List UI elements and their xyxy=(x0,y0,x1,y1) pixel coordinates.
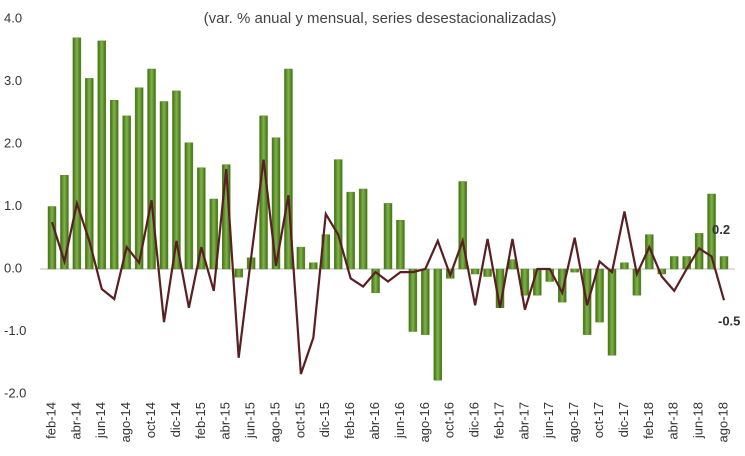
bar xyxy=(209,198,219,270)
x-tick-label: feb-16 xyxy=(342,402,357,439)
x-tick-label: feb-14 xyxy=(43,402,58,439)
bar xyxy=(159,101,169,270)
bar xyxy=(346,191,355,270)
bar xyxy=(85,78,94,270)
x-tick-label: dic-17 xyxy=(616,402,631,437)
bar xyxy=(620,262,629,270)
x-tick-label: ago-18 xyxy=(715,402,730,442)
chart-title: (var. % anual y mensual, series desestac… xyxy=(204,10,557,27)
bar xyxy=(396,220,405,270)
bar xyxy=(433,268,443,381)
bar xyxy=(470,268,480,275)
bar xyxy=(60,175,69,270)
x-tick-label: feb-18 xyxy=(641,402,656,439)
x-tick-label: dic-14 xyxy=(168,402,183,437)
x-tick-label: ago-15 xyxy=(267,402,282,442)
bar xyxy=(371,268,380,293)
x-tick-label: abr-16 xyxy=(367,402,382,440)
x-tick-label: oct-16 xyxy=(442,402,457,438)
x-tick-label: feb-17 xyxy=(491,402,506,439)
x-tick-label: abr-17 xyxy=(516,402,531,440)
x-tick-label: dic-15 xyxy=(317,402,332,437)
x-tick-label: oct-14 xyxy=(143,402,158,438)
bar xyxy=(458,181,467,270)
y-tick-label: 0.0 xyxy=(4,260,22,275)
data-label: -0.5 xyxy=(718,314,740,329)
bar xyxy=(383,203,393,270)
bar xyxy=(296,246,306,270)
x-tick-label: jun-16 xyxy=(392,402,407,439)
bar xyxy=(172,90,181,270)
bar xyxy=(358,188,368,270)
bar xyxy=(109,100,119,270)
bar xyxy=(184,142,194,270)
x-tick-label: ago-14 xyxy=(118,402,133,442)
bar xyxy=(707,193,716,270)
bar xyxy=(719,256,729,270)
x-tick-label: abr-18 xyxy=(666,402,681,440)
bar xyxy=(533,268,542,296)
x-tick-label: abr-15 xyxy=(218,402,233,440)
bar xyxy=(284,68,293,270)
x-tick-label: feb-15 xyxy=(193,402,208,439)
x-tick-label: abr-14 xyxy=(68,402,83,440)
bar xyxy=(607,268,617,356)
bar xyxy=(47,206,57,270)
y-tick-label: 2.0 xyxy=(4,135,22,150)
bar xyxy=(570,268,579,273)
y-tick-label: -1.0 xyxy=(4,323,26,338)
bar xyxy=(595,268,604,323)
x-tick-label: oct-15 xyxy=(292,402,307,438)
line xyxy=(50,159,726,375)
x-tick-label: jun-14 xyxy=(93,402,108,439)
bar xyxy=(421,268,430,335)
bar xyxy=(234,268,243,278)
x-tick-label: dic-16 xyxy=(467,402,482,437)
y-tick-label: 1.0 xyxy=(4,198,22,213)
y-tick-label: 3.0 xyxy=(4,73,22,88)
bar xyxy=(669,256,679,270)
x-tick-label: jun-18 xyxy=(691,402,706,439)
bar xyxy=(408,268,418,332)
x-tick-label: jun-15 xyxy=(243,402,258,439)
bar xyxy=(271,137,281,270)
x-tick-label: ago-17 xyxy=(566,402,581,442)
bar xyxy=(122,115,131,270)
bar xyxy=(197,167,206,270)
bar xyxy=(134,87,144,270)
data-label: 0.2 xyxy=(712,222,730,237)
bar xyxy=(333,159,343,270)
bar xyxy=(97,40,107,270)
y-tick-label: -2.0 xyxy=(4,385,26,400)
bar xyxy=(72,37,82,270)
bar xyxy=(645,234,654,270)
bar xyxy=(309,262,318,270)
y-tick-label: 4.0 xyxy=(4,10,22,25)
x-tick-label: jun-17 xyxy=(541,402,556,439)
x-tick-label: oct-17 xyxy=(591,402,606,438)
bar xyxy=(147,68,156,270)
x-tick-label: ago-16 xyxy=(417,402,432,442)
bar xyxy=(483,268,492,277)
